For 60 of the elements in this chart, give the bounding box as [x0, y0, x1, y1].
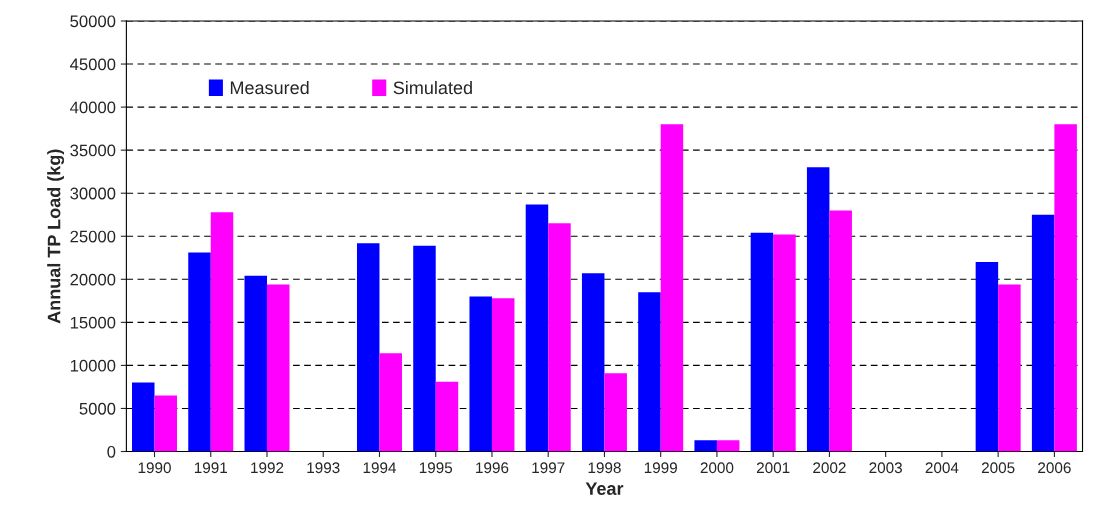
- y-tick-label: 40000: [70, 101, 116, 114]
- x-axis-title: Year: [585, 482, 624, 495]
- bar: [356, 243, 380, 452]
- bar: [413, 245, 436, 452]
- bar: [806, 167, 830, 452]
- x-tick-label: 1995: [419, 462, 453, 474]
- x-tick-label: 2003: [869, 462, 902, 474]
- y-axis-title: Annual TP Load (kg): [47, 149, 65, 324]
- y-tick-label: 50000: [70, 15, 116, 28]
- bar: [1054, 124, 1077, 452]
- bar: [716, 440, 740, 452]
- bar: [829, 210, 852, 452]
- bar: [210, 212, 234, 452]
- x-tick-label: 1992: [251, 462, 284, 474]
- x-tick-label: 2001: [756, 462, 790, 474]
- x-tick-label: 1990: [138, 462, 171, 474]
- x-tick-label: 1994: [363, 462, 397, 474]
- bar: [548, 223, 571, 452]
- bar: [435, 381, 459, 452]
- bar: [604, 373, 627, 452]
- bar: [1031, 214, 1055, 452]
- y-tick-label: 0: [107, 445, 116, 458]
- x-tick-label: 2004: [925, 462, 959, 474]
- bar: [379, 353, 402, 452]
- x-tick-label: 1997: [532, 462, 565, 474]
- x-tick-label: 1993: [307, 462, 340, 474]
- x-tick-label: 1996: [476, 462, 509, 474]
- bar: [975, 262, 999, 452]
- legend-label: Simulated: [393, 80, 472, 95]
- bar: [581, 273, 605, 452]
- x-tick-label: 1998: [588, 462, 621, 474]
- bar: [773, 234, 796, 452]
- bar: [188, 252, 211, 452]
- bar: [694, 440, 717, 452]
- y-tick-label: 10000: [70, 359, 116, 372]
- x-tick-label: 2005: [981, 462, 1015, 474]
- y-tick-label: 30000: [70, 187, 116, 200]
- bar: [525, 204, 549, 452]
- bar: [491, 298, 515, 452]
- bar: [154, 395, 177, 452]
- y-tick-label: 25000: [70, 230, 116, 243]
- x-tick-label: 2002: [813, 462, 846, 474]
- bar: [266, 284, 290, 452]
- y-tick-label: 45000: [70, 58, 116, 71]
- x-tick-label: 2000: [700, 462, 734, 474]
- bar: [638, 292, 661, 452]
- y-tick-label: 5000: [79, 402, 116, 415]
- bar: [469, 296, 492, 452]
- legend-label: Measured: [230, 80, 309, 95]
- bar: [750, 232, 774, 452]
- bar: [244, 275, 267, 452]
- bar: [132, 382, 155, 452]
- y-tick-label: 15000: [70, 316, 116, 329]
- x-tick-label: 1991: [194, 462, 227, 474]
- y-tick-label: 35000: [70, 144, 116, 157]
- x-tick-label: 1999: [644, 462, 677, 474]
- y-tick-label: 20000: [70, 273, 116, 286]
- bar: [660, 124, 684, 452]
- bar: [998, 284, 1021, 452]
- x-tick-label: 2006: [1038, 462, 1071, 474]
